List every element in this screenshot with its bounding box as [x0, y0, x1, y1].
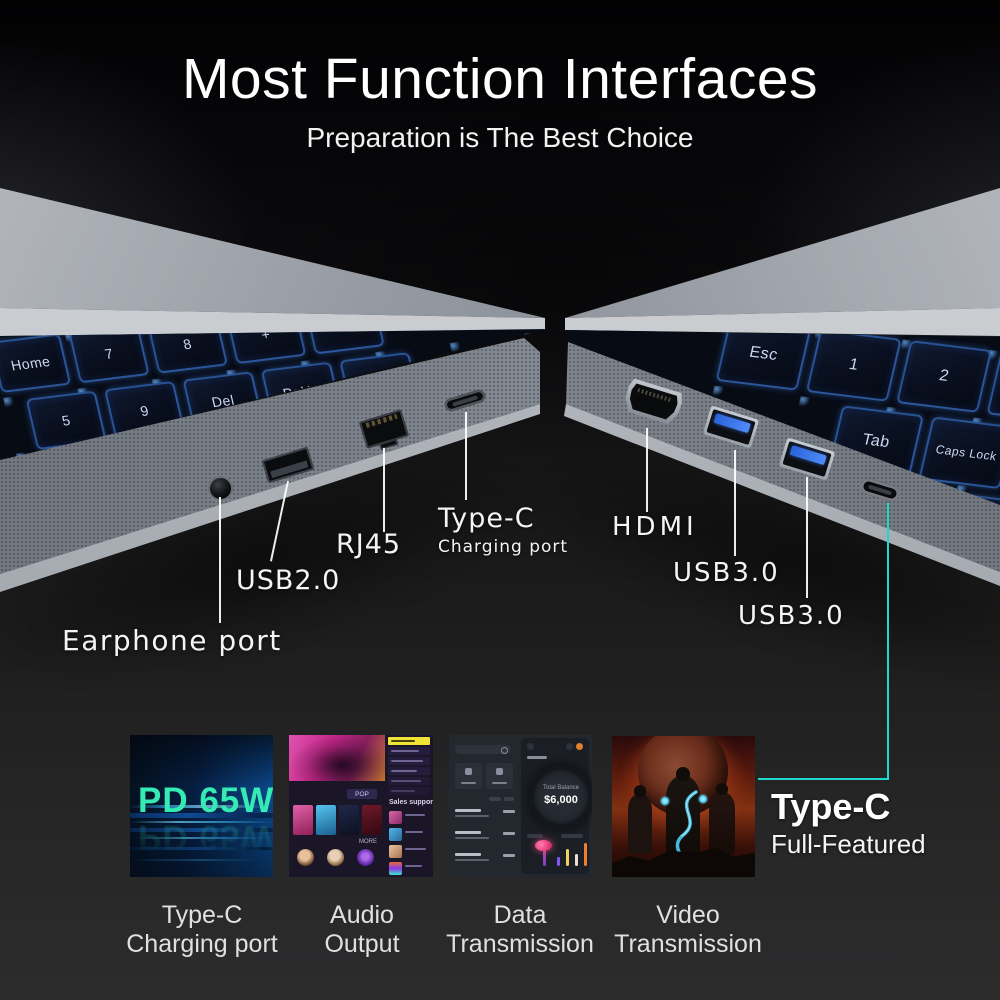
balance-label: Total Balance — [542, 785, 580, 791]
magic-glow — [698, 794, 708, 804]
artist-avatar — [297, 849, 314, 866]
album-tile — [362, 805, 382, 835]
balance-ring: Total Balance $6,000 — [528, 764, 592, 830]
sales-item-bar — [405, 814, 425, 816]
key-2: 2 — [896, 340, 993, 413]
artist-avatar — [357, 849, 374, 866]
filter-pill — [527, 834, 543, 838]
caption-line1: Audio — [330, 901, 394, 929]
rj45-label: RJ45 — [336, 529, 402, 560]
game-character-right — [709, 783, 735, 854]
caption-line2: Transmission — [614, 930, 762, 958]
thumb-video-transmission — [612, 736, 755, 877]
panel-icon — [576, 743, 583, 750]
chart-highlight — [535, 840, 552, 851]
magic-glow — [660, 796, 670, 806]
sales-item-bar — [405, 831, 423, 833]
game-character-center — [666, 767, 700, 856]
music-hero-image — [289, 735, 385, 781]
game-character-left — [628, 785, 652, 854]
pd65w-reflection: PD 65W — [138, 818, 273, 857]
caption-line2: Charging port — [126, 930, 278, 958]
sales-item-art — [389, 811, 402, 824]
pd65w-badge: PD 65W — [138, 781, 273, 820]
earphone-callout-line — [219, 497, 221, 623]
thumb-audio-output: Sales support POP MORE — [289, 735, 433, 877]
usb3-2-callout-line — [806, 477, 808, 598]
sales-item-bar — [405, 848, 426, 850]
sort-pill — [504, 797, 514, 801]
typec-charging-callout-line — [465, 412, 467, 500]
playlist-row — [388, 747, 430, 755]
album-tile — [293, 805, 313, 835]
genre-filter: POP — [347, 789, 377, 799]
caption-line1: Type-C — [161, 901, 243, 929]
album-tile — [339, 805, 359, 835]
panel-header-bar — [527, 756, 547, 759]
playlist-row — [388, 787, 430, 795]
typec-full-callout-line-horizontal — [758, 778, 889, 780]
pd65w-shading — [130, 735, 273, 877]
playlist-row — [388, 757, 430, 765]
earphone-label: Earphone port — [62, 624, 282, 657]
hdmi-callout-line — [646, 428, 648, 512]
transaction-row — [455, 831, 515, 841]
key-1: 1 — [805, 330, 902, 402]
hdmi-label: HDMI — [612, 512, 698, 542]
usb2-label: USB2.0 — [236, 565, 341, 596]
page-title: Most Function Interfaces — [181, 47, 819, 111]
sales-item-art — [389, 845, 402, 858]
sales-item-bar — [405, 865, 422, 867]
rj45-callout-line — [383, 448, 385, 532]
caption-line1: Video — [656, 901, 720, 929]
sales-support-header: Sales support — [389, 799, 433, 806]
usb3-1-label: USB3.0 — [673, 558, 780, 588]
album-tile — [316, 805, 336, 835]
sort-pill — [489, 797, 501, 801]
typec-full-title: Type-C — [771, 786, 891, 827]
transaction-row — [455, 809, 515, 819]
chart-bar — [575, 854, 578, 866]
filter-pill — [561, 834, 583, 838]
balance-value: $6,000 — [544, 794, 578, 806]
chart-bar — [566, 849, 569, 866]
playlist-row-active — [388, 737, 430, 745]
key-capslock: Caps Lock — [918, 416, 1000, 490]
chart-bar — [543, 840, 546, 866]
caption-data-transmission: Data Transmission — [420, 901, 620, 959]
artist-avatar — [327, 849, 344, 866]
caption-video-transmission: Video Transmission — [588, 901, 788, 959]
caption-line2: Output — [324, 930, 400, 958]
usb3-2-label: USB3.0 — [738, 601, 845, 631]
page-subtitle: Preparation is The Best Choice — [306, 122, 694, 153]
playlist-row — [388, 777, 430, 785]
thumb-typec-charging: PD 65W PD 65W — [130, 735, 273, 877]
key-home: Home — [0, 333, 72, 393]
caption-typec-charging: Type-C Charging port — [102, 901, 302, 959]
stat-card — [486, 763, 513, 789]
balance-panel: Total Balance $6,000 — [521, 738, 592, 874]
typec-charging-sublabel: Charging port — [438, 537, 569, 557]
chart-bar — [557, 857, 560, 866]
chart-bar — [584, 843, 587, 866]
caption-line1: Data — [493, 901, 547, 929]
panel-icon — [527, 743, 534, 750]
transaction-row — [455, 853, 515, 863]
thumb-data-transmission: Total Balance $6,000 — [449, 735, 592, 877]
typec-full-callout-line-vertical — [887, 503, 889, 779]
more-link: MORE — [359, 839, 377, 845]
search-bar — [455, 745, 511, 754]
typec-charging-label: Type-C — [438, 503, 535, 534]
caption-line2: Transmission — [446, 930, 594, 958]
earphone-port — [208, 476, 233, 501]
sales-item-art — [389, 862, 402, 875]
playlist-row — [388, 767, 430, 775]
stat-card — [455, 763, 482, 789]
sales-item-art — [389, 828, 402, 841]
typec-full-subtitle: Full-Featured — [771, 829, 926, 859]
panel-icon — [566, 743, 573, 750]
caption-audio-output: Audio Output — [262, 901, 462, 959]
usb3-1-callout-line — [734, 450, 736, 556]
